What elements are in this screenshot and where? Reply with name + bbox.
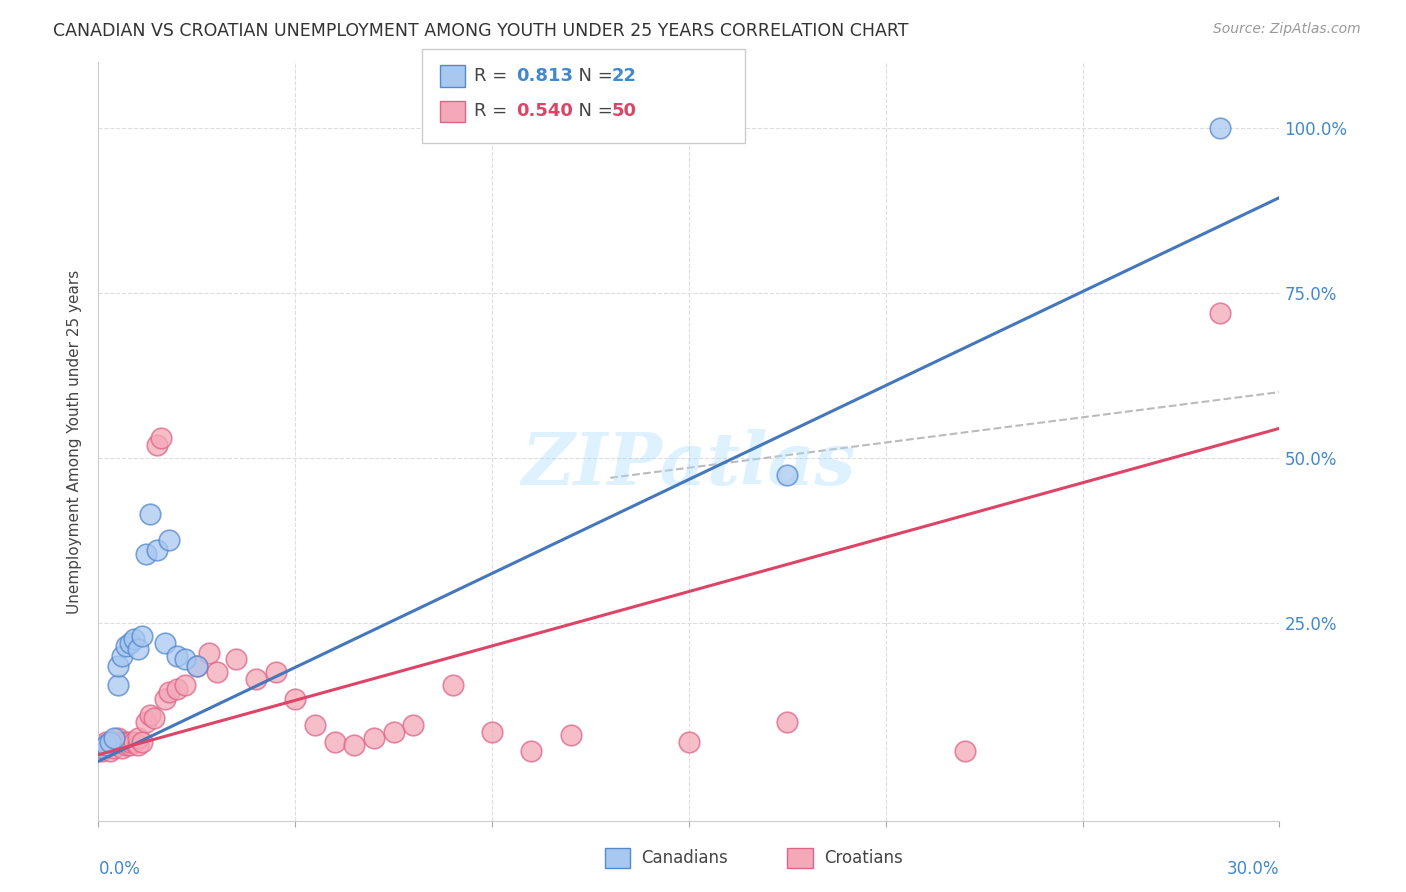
Point [142, 711, 165, 725]
Point [174, 652, 197, 666]
Point [520, 744, 543, 758]
Point [111, 734, 134, 748]
Point [135, 547, 157, 561]
Point [560, 728, 582, 742]
Point [96, 741, 118, 756]
Point [225, 652, 247, 666]
Point [103, 731, 125, 746]
Text: R =: R = [474, 67, 513, 85]
Text: CANADIAN VS CROATIAN UNEMPLOYMENT AMONG YOUTH UNDER 25 YEARS CORRELATION CHART: CANADIAN VS CROATIAN UNEMPLOYMENT AMONG … [53, 22, 908, 40]
Text: 50: 50 [612, 103, 637, 120]
Text: R =: R = [474, 103, 513, 120]
Point [135, 714, 157, 729]
Point [111, 648, 134, 663]
Point [157, 685, 180, 699]
Point [245, 672, 267, 686]
Text: 22: 22 [612, 67, 637, 85]
Point [127, 642, 149, 657]
Point [96, 738, 118, 752]
Point [115, 738, 138, 752]
Point [127, 731, 149, 746]
Point [1209, 121, 1232, 136]
Point [953, 744, 976, 758]
Point [155, 691, 177, 706]
Text: Croatians: Croatians [824, 849, 903, 867]
Point [284, 691, 307, 706]
Point [98, 744, 121, 758]
Point [146, 438, 169, 452]
Point [146, 543, 169, 558]
Point [174, 678, 197, 692]
Point [138, 507, 160, 521]
Point [481, 724, 503, 739]
Point [166, 648, 188, 663]
Point [118, 738, 141, 752]
Point [678, 734, 700, 748]
Point [131, 734, 153, 748]
Text: ZIPatlas: ZIPatlas [522, 429, 856, 500]
Point [122, 632, 145, 647]
Point [205, 665, 228, 680]
Point [111, 741, 134, 756]
Text: Canadians: Canadians [641, 849, 728, 867]
Point [166, 681, 188, 696]
Point [118, 635, 141, 649]
Point [118, 734, 141, 748]
Point [107, 738, 129, 752]
Text: 0.0%: 0.0% [98, 860, 141, 878]
Point [91, 744, 114, 758]
Point [150, 431, 173, 445]
Point [122, 734, 145, 748]
Point [776, 467, 799, 482]
Point [186, 658, 208, 673]
Point [115, 734, 138, 748]
Text: 30.0%: 30.0% [1227, 860, 1279, 878]
Point [402, 718, 425, 732]
Point [363, 731, 385, 746]
Point [107, 658, 129, 673]
Point [441, 678, 464, 692]
Point [107, 731, 129, 746]
Point [343, 738, 366, 752]
Y-axis label: Unemployment Among Youth under 25 years: Unemployment Among Youth under 25 years [67, 269, 83, 614]
Point [98, 734, 121, 748]
Point [157, 533, 180, 548]
Point [776, 714, 799, 729]
Point [91, 738, 114, 752]
Point [127, 738, 149, 752]
Point [115, 639, 138, 653]
Point [155, 635, 177, 649]
Text: N =: N = [567, 67, 619, 85]
Point [304, 718, 326, 732]
Point [197, 646, 219, 660]
Text: 0.540: 0.540 [516, 103, 572, 120]
Point [323, 734, 346, 748]
Text: Source: ZipAtlas.com: Source: ZipAtlas.com [1213, 22, 1361, 37]
Point [91, 741, 114, 756]
Point [103, 741, 125, 756]
Point [103, 734, 125, 748]
Point [1209, 306, 1232, 320]
Point [186, 658, 208, 673]
Text: N =: N = [567, 103, 619, 120]
Point [138, 708, 160, 723]
Point [131, 629, 153, 643]
Point [98, 738, 121, 752]
Text: 0.813: 0.813 [516, 67, 574, 85]
Point [107, 678, 129, 692]
Point [264, 665, 287, 680]
Point [96, 734, 118, 748]
Point [382, 724, 405, 739]
